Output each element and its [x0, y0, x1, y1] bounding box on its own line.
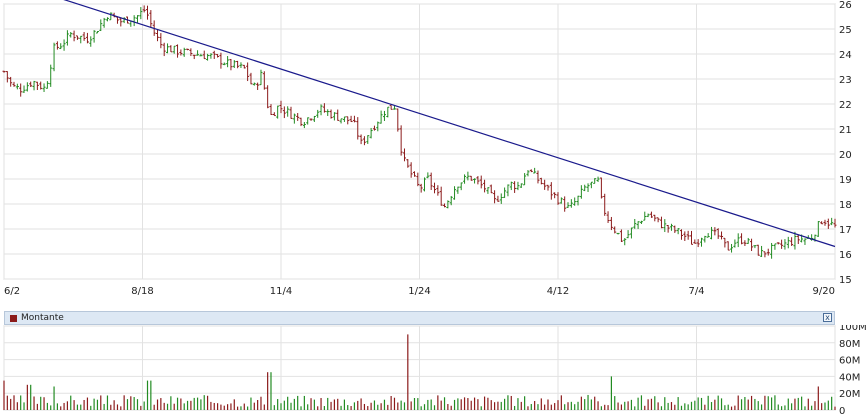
trendline: [63, 0, 836, 248]
price-grid: [3, 3, 836, 280]
price-x-tick-label: 7/4: [688, 286, 704, 297]
price-x-tick-label: 11/4: [270, 286, 292, 297]
price-y-tick-label: 21: [839, 125, 852, 136]
volume-chart: 0 20M 40M 60M 80M 100M: [3, 325, 867, 415]
price-y-axis: 15 16 17 18 19 20 21 22 23 24 25 26: [839, 0, 852, 286]
price-y-tick-label: 22: [839, 100, 852, 111]
price-y-tick-label: 16: [839, 250, 852, 261]
price-x-tick-label: 9/20: [813, 286, 835, 297]
price-marks: [2, 5, 837, 259]
volume-y-axis: 0 20M 40M 60M 80M 100M: [839, 325, 867, 415]
price-y-tick-label: 20: [839, 150, 852, 161]
price-y-tick-label: 26: [839, 0, 852, 11]
price-y-tick-label: 17: [839, 225, 852, 236]
price-y-tick-label: 15: [839, 275, 852, 286]
volume-y-tick-label: 0: [839, 406, 845, 415]
volume-grid: [3, 325, 836, 411]
price-y-tick-label: 19: [839, 175, 852, 186]
volume-y-tick-label: 100M: [839, 325, 867, 333]
price-trend: [63, 0, 836, 248]
volume-legend-label: Montante: [21, 313, 64, 323]
volume-y-tick-label: 60M: [839, 356, 860, 367]
price-x-tick-label: 8/18: [131, 286, 153, 297]
volume-y-tick-label: 20M: [839, 389, 860, 400]
volume-legend-bar: Montante x: [4, 311, 835, 325]
volume-bars: [3, 334, 836, 410]
price-y-tick-label: 24: [839, 50, 852, 61]
volume-legend-swatch: [10, 315, 17, 322]
price-y-tick-label: 18: [839, 200, 852, 211]
price-y-tick-label: 25: [839, 25, 852, 36]
price-x-tick-label: 1/24: [408, 286, 430, 297]
price-chart: 15 16 17 18 19 20 21 22 23 24 25 26 6/2 8/18 11/4 1/24…: [2, 0, 852, 297]
price-y-tick-label: 23: [839, 75, 852, 86]
volume-y-tick-label: 80M: [839, 339, 860, 350]
price-x-tick-label: 6/2: [4, 286, 20, 297]
price-x-axis: 6/2 8/18 11/4 1/24 4/12 7/4 9/20: [4, 286, 835, 297]
close-volume-panel-button[interactable]: x: [823, 313, 832, 322]
price-x-tick-label: 4/12: [547, 286, 569, 297]
volume-y-tick-label: 40M: [839, 372, 860, 383]
